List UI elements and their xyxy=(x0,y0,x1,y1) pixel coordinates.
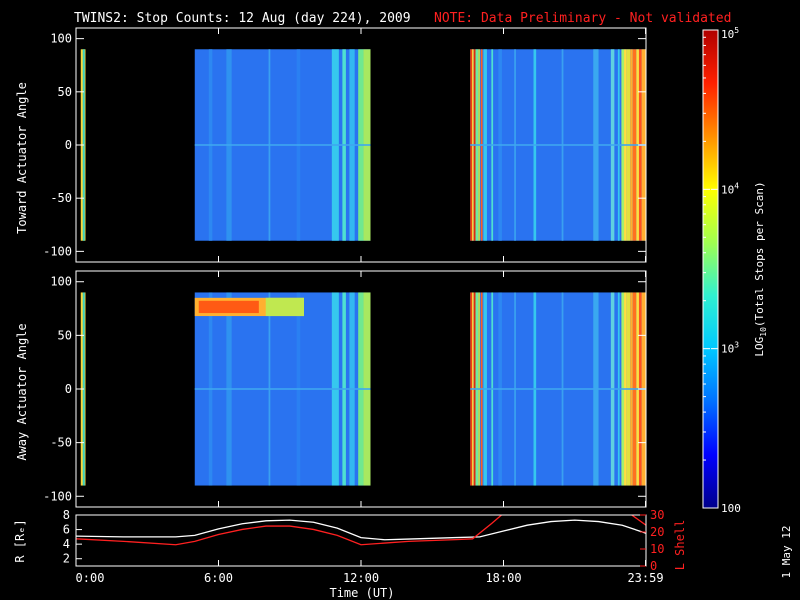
orbit-y2-tick-label: 30 xyxy=(650,508,664,522)
orbit-y-tick-label: 4 xyxy=(63,537,70,551)
orbit-radius-line xyxy=(76,519,646,541)
orbit-background xyxy=(76,515,646,566)
away-ylabel: Away Actuator Angle xyxy=(15,323,29,460)
colorbar-strip xyxy=(703,30,718,508)
y-tick-label: 0 xyxy=(65,138,72,152)
colorbar-tick-base: 10 xyxy=(721,343,734,356)
orbit-y2-tick-label: 10 xyxy=(650,542,664,556)
zero-angle-trace xyxy=(470,388,646,390)
y-tick-label: 100 xyxy=(50,32,72,46)
zero-angle-trace xyxy=(194,144,371,146)
orbit-x-tick-label: 0:00 xyxy=(76,571,105,585)
colorbar-tick-base: 100 xyxy=(721,502,741,515)
panel-toward: 100 50 0 -50 -100 xyxy=(43,27,647,263)
toward-ylabel: Toward Actuator Angle xyxy=(15,82,29,234)
orbit-lshell-line xyxy=(630,515,646,526)
orbit-y-tick-label: 6 xyxy=(63,523,70,537)
y-tick-label: 0 xyxy=(65,382,72,396)
orbit-y2-tick-label: 20 xyxy=(650,525,664,539)
colorbar-tick-label: 100 xyxy=(721,502,741,515)
chart-title: TWINS2: Stop Counts: 12 Aug (day 224), 2… xyxy=(74,11,411,26)
orbit-x-tick-label: 18:00 xyxy=(485,571,521,585)
y-tick-label: -100 xyxy=(43,489,72,503)
hot-band-core xyxy=(198,300,259,314)
orbit-x-tick-label: 12:00 xyxy=(343,571,379,585)
colorbar-tick-exp: 5 xyxy=(734,26,739,35)
orbit-lshell-line xyxy=(76,515,503,546)
preliminary-note: NOTE: Data Preliminary - Not validated xyxy=(434,11,731,26)
orbit-y-tick-label: 2 xyxy=(63,552,70,566)
colorbar-tick-label: 104 xyxy=(721,181,739,196)
colorbar-label: LOG10(Total Stops per Scan) xyxy=(753,181,768,356)
zero-angle-trace xyxy=(470,144,646,146)
panel-away: 100 50 0 -50 -100 xyxy=(43,270,647,508)
orbit-ylabel2: L Shell xyxy=(673,520,687,571)
orbit-x-tick-label: 23:59 xyxy=(627,571,663,585)
date-stamp: 1 May 12 xyxy=(780,526,793,579)
orbit-ylabel: R [Rₑ] xyxy=(13,519,27,562)
colorbar-frame xyxy=(702,29,719,509)
zero-angle-trace xyxy=(194,388,371,390)
orbit-xlabel: Time (UT) xyxy=(329,586,394,600)
hot-band-fade xyxy=(265,297,304,317)
y-tick-label: -50 xyxy=(50,191,72,205)
orbit-y-tick-label: 8 xyxy=(63,508,70,522)
orbit-y2-tick-label: 0 xyxy=(650,559,657,573)
y-tick-label: -50 xyxy=(50,436,72,450)
colorbar-tick-base: 10 xyxy=(721,183,734,196)
y-tick-label: 100 xyxy=(50,275,72,289)
colorbar-tick-label: 103 xyxy=(721,341,739,356)
colorbar-tick-exp: 3 xyxy=(734,341,739,350)
colorbar-tick-base: 10 xyxy=(721,28,734,41)
y-tick-label: -100 xyxy=(43,244,72,258)
y-tick-label: 50 xyxy=(58,328,72,342)
colorbar-tick-label: 105 xyxy=(721,26,739,41)
colorbar-tick-exp: 4 xyxy=(734,181,739,190)
orbit-x-tick-label: 6:00 xyxy=(204,571,233,585)
y-tick-label: 50 xyxy=(58,85,72,99)
